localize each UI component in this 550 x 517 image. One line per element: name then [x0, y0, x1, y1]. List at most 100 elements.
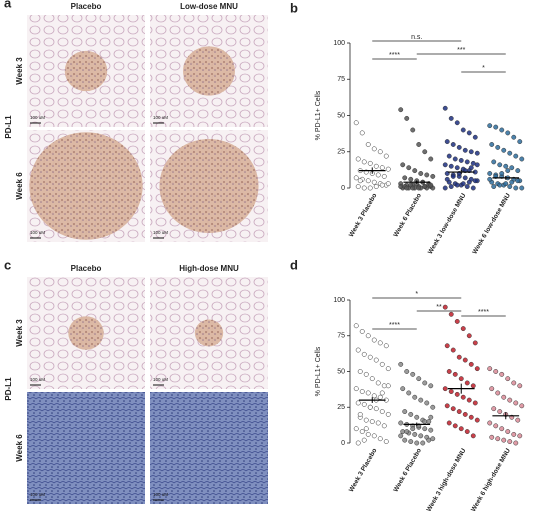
- data-point: [491, 159, 497, 165]
- data-point: [422, 184, 428, 190]
- x-tick-label: Week 3 Placebo: [348, 192, 379, 238]
- data-point: [448, 163, 454, 169]
- scale-bar-label: 100 uM: [30, 377, 45, 382]
- data-point: [361, 351, 367, 357]
- data-point: [452, 156, 458, 162]
- y-tick-label: 0: [341, 185, 345, 192]
- data-point: [460, 181, 466, 187]
- data-point: [406, 390, 412, 396]
- data-point: [448, 115, 454, 121]
- data-point: [400, 429, 406, 435]
- data-point: [474, 417, 480, 423]
- row-header: Week 3: [15, 319, 24, 347]
- data-point: [460, 326, 466, 332]
- data-point: [404, 429, 410, 435]
- column-header: Placebo: [71, 264, 102, 273]
- data-point: [430, 436, 436, 442]
- data-point: [398, 420, 404, 426]
- data-point: [355, 184, 361, 190]
- data-point: [359, 130, 365, 136]
- data-point: [497, 409, 503, 414]
- data-point: [363, 417, 369, 423]
- data-point: [468, 361, 474, 367]
- y-axis-label: % PD-L1+ Cells: [315, 90, 322, 140]
- data-point: [454, 165, 460, 171]
- data-point: [385, 181, 391, 187]
- data-point: [442, 185, 448, 191]
- tissue-region: [68, 316, 104, 350]
- data-point: [422, 426, 428, 432]
- significance-label: ****: [389, 322, 400, 329]
- data-point: [458, 376, 464, 382]
- data-point: [400, 162, 406, 168]
- y-tick-label: 0: [341, 440, 345, 447]
- data-point: [414, 440, 420, 446]
- data-point: [511, 431, 517, 437]
- data-point: [365, 431, 371, 437]
- data-point: [414, 414, 420, 420]
- data-point: [507, 439, 513, 445]
- x-tick-label: Week 6 high-dose MNU: [470, 447, 512, 513]
- data-point: [450, 142, 456, 147]
- data-point: [442, 304, 448, 310]
- data-point: [420, 440, 426, 446]
- data-point: [412, 431, 418, 437]
- row-header: Week 6: [15, 172, 24, 200]
- data-point: [487, 366, 493, 372]
- significance-label: n.s.: [411, 34, 422, 41]
- data-point: [353, 175, 359, 181]
- data-point: [454, 182, 460, 188]
- micrograph: [27, 392, 145, 504]
- data-point: [493, 369, 499, 374]
- data-point: [371, 179, 377, 185]
- data-point: [517, 433, 523, 439]
- data-point: [371, 393, 377, 399]
- data-point: [470, 433, 476, 439]
- data-point: [422, 380, 428, 386]
- column-header: Placebo: [71, 2, 102, 11]
- data-point: [489, 386, 495, 392]
- data-point: [466, 130, 472, 136]
- data-point: [410, 426, 416, 432]
- data-point: [450, 406, 456, 412]
- data-point: [468, 149, 474, 155]
- data-point: [507, 397, 513, 403]
- data-point: [462, 411, 468, 417]
- data-point: [519, 403, 525, 409]
- data-point: [487, 123, 493, 129]
- data-point: [361, 437, 367, 443]
- data-point: [474, 366, 480, 372]
- data-point: [357, 178, 363, 184]
- data-point: [377, 149, 383, 155]
- data-point: [359, 429, 365, 435]
- x-tick-label: Week 6 low-dose MNU: [471, 192, 512, 255]
- data-point: [355, 156, 361, 162]
- panel-label: a: [4, 0, 12, 10]
- data-point: [456, 409, 462, 414]
- data-point: [466, 333, 472, 339]
- data-point: [416, 185, 422, 191]
- data-point: [499, 426, 505, 432]
- data-point: [462, 175, 468, 181]
- data-point: [446, 153, 452, 159]
- data-point: [412, 168, 418, 174]
- data-point: [430, 404, 436, 410]
- data-point: [377, 340, 383, 346]
- y-tick-label: 25: [337, 404, 345, 411]
- data-point: [446, 369, 452, 374]
- significance-label: *: [482, 65, 485, 72]
- data-point: [503, 163, 509, 169]
- data-point: [519, 185, 525, 191]
- row-header: Week 6: [15, 434, 24, 462]
- data-point: [474, 150, 480, 156]
- data-point: [450, 173, 456, 179]
- data-point: [383, 343, 389, 349]
- data-point: [398, 433, 404, 439]
- data-point: [385, 366, 391, 372]
- data-point: [454, 391, 460, 397]
- data-point: [505, 376, 511, 382]
- data-point: [448, 311, 454, 317]
- data-point: [410, 371, 416, 377]
- data-point: [472, 134, 478, 140]
- data-point: [428, 383, 434, 389]
